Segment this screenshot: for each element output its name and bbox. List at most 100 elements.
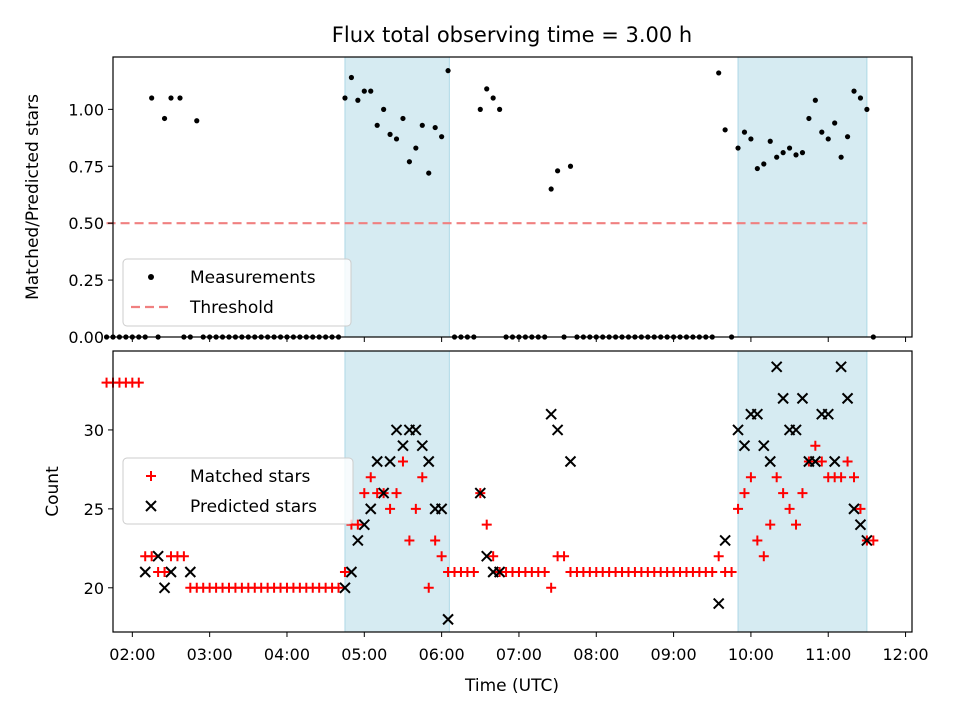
measurement-point (748, 136, 754, 142)
measurement-point (194, 118, 200, 124)
predicted-star-point (416, 440, 428, 452)
measurement-point (400, 115, 406, 122)
measurement-point (393, 136, 400, 142)
matched-star-point (849, 472, 860, 483)
panel-top: 0.00 0.25 0.50 0.75 1.00 Matched/Predicted st… (23, 56, 913, 347)
measurement-point (844, 134, 851, 140)
measurement-point (490, 95, 496, 101)
x-tick-label: 08:00 (573, 645, 619, 664)
predicted-star-point (442, 613, 454, 626)
shaded-interval-0 (344, 56, 450, 338)
matched-star-point (765, 519, 776, 530)
measurement-point (342, 95, 348, 101)
measurement-point (825, 136, 831, 142)
matched-star-point (417, 472, 428, 483)
measurement-point (445, 68, 451, 74)
legend-label: Threshold (189, 298, 274, 318)
matched-star-point (733, 503, 744, 514)
matched-star-point (707, 567, 718, 578)
measurement-point (548, 186, 554, 192)
predicted-star-point (390, 424, 403, 436)
measurement-point (567, 163, 574, 169)
predicted-star-point (764, 455, 776, 468)
measurement-point (806, 115, 812, 122)
matched-star-point (159, 567, 170, 578)
predicted-star-point (165, 566, 177, 578)
x-tick-label: 11:00 (805, 645, 851, 664)
predicted-star-point (551, 424, 564, 436)
matched-star-point (391, 488, 402, 499)
predicted-star-point (848, 503, 860, 515)
legend-marker-dot (148, 274, 154, 280)
measurement-point (716, 70, 722, 76)
measurement-point (361, 88, 367, 94)
predicted-star-point (796, 392, 809, 405)
measurement-point (838, 154, 844, 160)
predicted-star-point (158, 582, 171, 594)
matched-star-point (546, 582, 557, 593)
predicted-star-point (861, 534, 873, 547)
predicted-star-point (152, 550, 164, 562)
matched-star-point (436, 551, 447, 562)
measurement-point (484, 86, 490, 92)
predicted-star-point (790, 424, 802, 436)
matched-star-point (836, 472, 847, 483)
measurement-point (812, 97, 818, 103)
legend: Measurements Threshold (122, 258, 352, 327)
y-tick-label: 0.25 (68, 271, 104, 290)
measurement-point (426, 170, 432, 176)
predicted-star-point (809, 455, 822, 468)
predicted-star-point (345, 566, 358, 578)
axes-frame (112, 350, 913, 633)
matched-star-point (397, 456, 408, 467)
legend-box (122, 258, 352, 327)
x-tick-label: 04:00 (264, 645, 310, 664)
matched-star-point (352, 519, 363, 530)
matched-star-point (745, 472, 756, 483)
measurement-point (793, 152, 799, 158)
predicted-star-point (828, 455, 841, 468)
predicted-star-point (564, 455, 577, 468)
measurement-point (767, 138, 773, 144)
measurement-point (103, 334, 110, 340)
predicted-star-point (738, 440, 751, 452)
matched-star-point (855, 503, 866, 514)
matched-star-point (365, 472, 376, 483)
measurement-point (497, 106, 503, 112)
predicted-star-point (423, 455, 435, 468)
y-axis-label: Count (43, 466, 63, 517)
matched-star-point (468, 567, 479, 578)
matched-star-point (146, 551, 157, 562)
measurement-point (799, 150, 806, 156)
predicted-star-point (184, 566, 197, 578)
predicted-star-point (371, 455, 383, 468)
matched-star-point (758, 551, 769, 562)
measurement-point (722, 127, 728, 133)
predicted-star-point (365, 503, 377, 515)
matched-star-point (423, 582, 434, 593)
legend-label: Measurements (190, 268, 316, 288)
measurement-point (374, 122, 380, 128)
measurement-point (149, 95, 155, 101)
legend-label: Predicted stars (190, 497, 317, 517)
measurement-point (413, 145, 419, 151)
matched-star-point (713, 551, 724, 562)
x-tick-label: 09:00 (651, 645, 697, 664)
matched-star-point (559, 551, 570, 562)
y-tick-label: 0.00 (68, 328, 104, 347)
measurement-point (177, 95, 183, 101)
predicted-star-point (410, 424, 422, 436)
predicted-star-point (777, 392, 789, 405)
matched-star-point (410, 503, 421, 514)
matched-star-point (810, 440, 821, 451)
measurement-point (161, 115, 168, 122)
measurement-point (439, 134, 445, 140)
measurement-point (477, 106, 483, 112)
measurement-point (754, 165, 760, 172)
matched-star-point (797, 488, 808, 499)
legend-marker-plus (146, 471, 156, 481)
matched-star-point (868, 535, 879, 546)
measurement-point (348, 74, 355, 81)
shaded-interval-1 (737, 56, 868, 338)
